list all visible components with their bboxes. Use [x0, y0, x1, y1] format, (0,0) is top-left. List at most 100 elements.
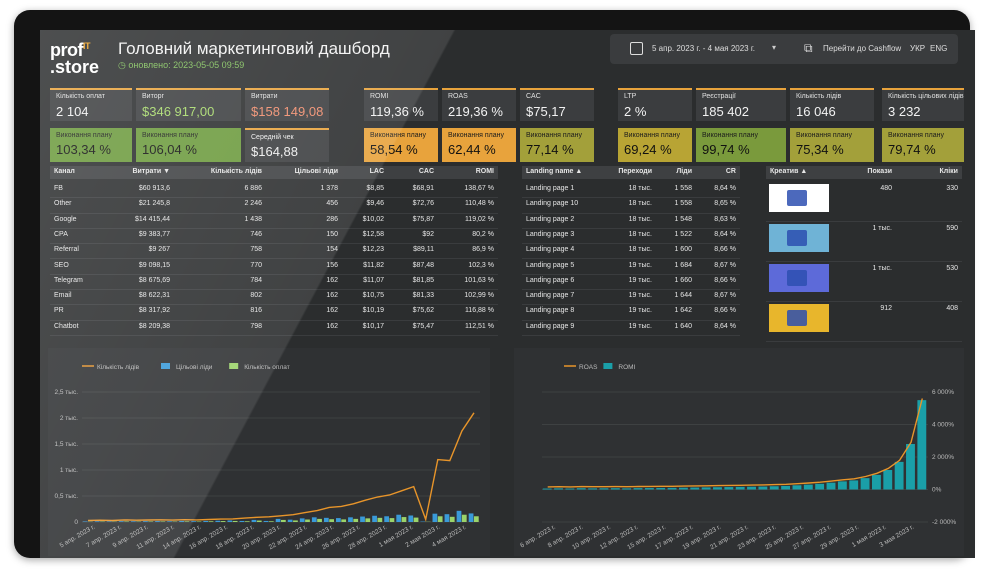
- plan-card: Виконання плану 69,24 %: [618, 128, 692, 162]
- creative-thumbnail[interactable]: [769, 184, 829, 212]
- creative-thumbnail[interactable]: [769, 224, 829, 252]
- table-cell: 1 644: [674, 292, 692, 300]
- bar: [118, 521, 124, 522]
- creative-graphic: [787, 230, 807, 246]
- table-row[interactable]: Landing page 9 19 тыс. 1 640 8,64 %: [522, 320, 740, 336]
- creative-row[interactable]: 1 тыс. 590: [766, 222, 962, 262]
- table-cell: Telegram: [54, 276, 83, 284]
- kpi-value: $346 917,00: [142, 104, 215, 119]
- column-header[interactable]: ROMI: [475, 168, 494, 175]
- table-cell: Landing page 7: [526, 292, 575, 300]
- table-cell: $10,17: [362, 322, 384, 330]
- table-row[interactable]: Landing page 3 18 тыс. 1 522 8,64 %: [522, 228, 740, 245]
- cashflow-icon[interactable]: ⧉: [804, 41, 813, 55]
- table-row[interactable]: Google $14 415,44 1 438 286 $10,02 $75,87 119,…: [50, 213, 498, 229]
- creative-row[interactable]: 1 тыс. 530: [766, 262, 962, 302]
- table-cell: 110,48 %: [464, 200, 494, 208]
- column-header[interactable]: Покази: [867, 168, 892, 175]
- bar: [287, 519, 293, 522]
- column-header[interactable]: Переходи: [618, 168, 652, 175]
- table-row[interactable]: Landing page 6 19 тыс. 1 660 8,66 %: [522, 274, 740, 291]
- y-tick-label: 2 000%: [932, 454, 954, 461]
- table-row[interactable]: Referral $9 267 758 154 $12,23 $89,11 86,9 %: [50, 243, 498, 260]
- table-row[interactable]: CPA $9 383,77 746 150 $12,58 $92 80,2 %: [50, 228, 498, 245]
- column-header[interactable]: Кількість лідів: [210, 168, 262, 175]
- table-row[interactable]: Landing page 1 18 тыс. 1 558 8,64 %: [522, 182, 740, 199]
- creative-thumbnail[interactable]: [769, 264, 829, 292]
- column-header[interactable]: CR: [725, 168, 736, 175]
- column-header[interactable]: CAC: [418, 168, 434, 175]
- column-header[interactable]: Landing name ▲: [526, 168, 583, 175]
- table-row[interactable]: FB $60 913,6 6 886 1 378 $8,85 $68,91 138,67 %: [50, 182, 498, 199]
- plan-label: Середній чек: [251, 134, 294, 141]
- table-cell: Email: [54, 292, 72, 300]
- calendar-icon[interactable]: [630, 42, 643, 55]
- column-header[interactable]: Канал: [54, 168, 75, 175]
- table-cell: $9 098,15: [138, 261, 170, 269]
- plan-card: Виконання плану 79,74 %: [882, 128, 964, 162]
- bar: [461, 514, 467, 522]
- table-row[interactable]: Email $8 622,31 802 162 $10,75 $81,33 102,99 %: [50, 289, 498, 306]
- column-header[interactable]: Креатив ▲: [770, 168, 808, 175]
- table-row[interactable]: Telegram $8 675,69 784 162 $11,07 $81,85 101,6…: [50, 274, 498, 291]
- bar: [860, 478, 870, 490]
- kpi-card: LTP 2 %: [618, 88, 692, 121]
- column-header[interactable]: Витрати ▼: [132, 168, 170, 175]
- table-cell: $10,75: [362, 292, 384, 300]
- lang-eng-button[interactable]: ENG: [930, 44, 948, 53]
- bar: [341, 519, 347, 522]
- table-cell: $9 383,77: [138, 230, 170, 238]
- kpi-label: Реєстрації: [702, 93, 736, 100]
- creative-row[interactable]: 480 330: [766, 182, 962, 222]
- table-row[interactable]: SEO $9 098,15 770 156 $11,82 $87,48 102,3 %: [50, 259, 498, 275]
- bar: [413, 517, 419, 522]
- table-row[interactable]: Chatbot $8 209,38 798 162 $10,17 $75,47 112,51…: [50, 320, 498, 336]
- table-row[interactable]: Landing page 7 19 тыс. 1 644 8,67 %: [522, 289, 740, 306]
- kpi-value: 16 046: [796, 104, 836, 119]
- bar: [220, 521, 226, 522]
- table-cell: 162: [326, 322, 338, 330]
- y-tick-label: 6 000%: [932, 389, 954, 396]
- table-row[interactable]: Landing page 8 19 тыс. 1 642 8,66 %: [522, 304, 740, 321]
- table-row[interactable]: Landing page 5 19 тыс. 1 684 8,67 %: [522, 259, 740, 275]
- roas-romi-chart: -2 000% 0% 2 000% 4 000% 6 000% ROAS ROMI 6 апр…: [514, 348, 964, 556]
- updated-timestamp: ◷ оновлено: 2023-05-05 09:59: [118, 60, 244, 71]
- creative-row[interactable]: 912 408: [766, 302, 962, 342]
- table-cell: $89,11: [413, 246, 434, 254]
- plan-label: Виконання плану: [448, 132, 504, 139]
- bar: [239, 520, 245, 522]
- bar: [203, 520, 209, 522]
- bar: [735, 486, 745, 490]
- creative-shows: 480: [880, 185, 892, 192]
- table-cell: 1 558: [674, 185, 692, 192]
- date-range-picker[interactable]: 5 апр. 2023 г. - 4 мая 2023 г.: [652, 44, 755, 53]
- column-header[interactable]: Кліки: [939, 168, 958, 175]
- table-header: Landing name ▲ Переходи Ліди CR: [522, 166, 740, 179]
- table-row[interactable]: Other $21 245,8 2 246 456 $9,46 $72,76 110,48 …: [50, 197, 498, 214]
- bar: [437, 516, 443, 522]
- creative-thumbnail[interactable]: [769, 304, 829, 332]
- chevron-down-icon[interactable]: ▾: [772, 43, 777, 52]
- column-header[interactable]: Ліди: [676, 168, 692, 175]
- kpi-card: CAC $75,17: [520, 88, 594, 121]
- column-header[interactable]: LAC: [369, 168, 384, 175]
- table-row[interactable]: Landing page 10 18 тыс. 1 558 8,65 %: [522, 197, 740, 214]
- table-cell: $11,82: [363, 261, 384, 269]
- table-cell: 101,63 %: [464, 276, 494, 284]
- table-row[interactable]: Landing page 4 18 тыс. 1 600 8,66 %: [522, 243, 740, 260]
- bar: [871, 474, 881, 490]
- legend-swatch: [161, 363, 170, 369]
- kpi-label: CAC: [526, 93, 541, 100]
- table-cell: 19 тыс.: [628, 261, 652, 269]
- lang-ukr-button[interactable]: УКР: [910, 44, 926, 53]
- table-row[interactable]: Landing page 2 18 тыс. 1 548 8,63 %: [522, 213, 740, 229]
- table-cell: 1 600: [674, 246, 692, 254]
- table-header: Канал Витрати ▼ Кількість лідів Цільові лід…: [50, 166, 498, 179]
- table-cell: SEO: [54, 261, 69, 269]
- column-header[interactable]: Цільові ліди: [294, 168, 338, 175]
- table-row[interactable]: PR $8 317,92 816 162 $10,19 $75,62 116,88 %: [50, 304, 498, 321]
- cashflow-link[interactable]: Перейти до Cashflow: [823, 44, 902, 53]
- logo-domain: .store: [50, 57, 100, 77]
- plan-label: Виконання плану: [702, 132, 758, 139]
